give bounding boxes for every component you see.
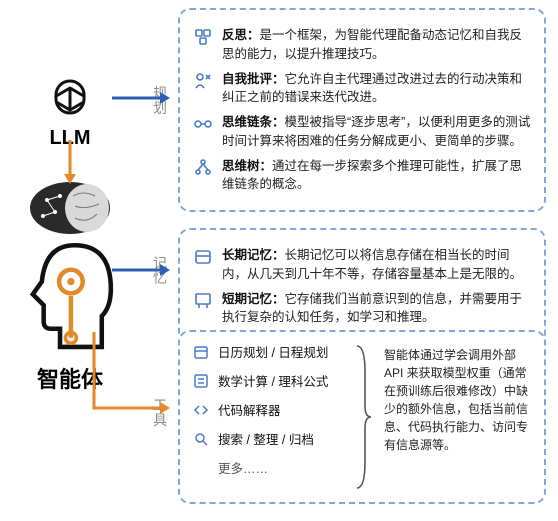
calendar-icon xyxy=(192,343,210,361)
planning-item-text: 反思：是一个框架，为智能代理配备动态记忆和自我反思的能力，以提升推理技巧。 xyxy=(222,26,532,64)
item-title: 思维链条： xyxy=(222,115,285,129)
planning-item: 思维链条：模型被指导“逐步思考”，以便利用更多的测试时间计算来将困难的任务分解成… xyxy=(192,113,532,151)
tool-item: 搜索 / 整理 / 归档 xyxy=(192,429,342,448)
tool-label: 日历规划 / 日程规划 xyxy=(218,342,328,361)
memory-item-text: 长期记忆：长期记忆可以将信息存储在相当长的时间内，从几天到几十年不等，存储容量基… xyxy=(222,246,532,284)
tool-label: 代码解释器 xyxy=(218,400,281,419)
category-label-memory: 记忆 xyxy=(152,256,168,287)
short-term-memory-icon xyxy=(192,290,214,312)
item-title: 自我批评： xyxy=(222,72,285,86)
panel-tools: 日历规划 / 日程规划 数学计算 / 理科公式 代码解释器 搜索 / 整理 / … xyxy=(178,330,546,504)
long-term-memory-icon xyxy=(192,246,214,268)
memory-item: 长期记忆：长期记忆可以将信息存储在相当长的时间内，从几天到几十年不等，存储容量基… xyxy=(192,246,532,284)
tools-list: 日历规划 / 日程规划 数学计算 / 理科公式 代码解释器 搜索 / 整理 / … xyxy=(192,342,342,492)
llm-block: LLM xyxy=(46,75,94,150)
code-icon xyxy=(192,401,210,419)
panel-memory: 长期记忆：长期记忆可以将信息存储在相当长的时间内，从几天到几十年不等，存储容量基… xyxy=(178,228,546,345)
brace-icon xyxy=(352,342,374,492)
planning-item-text: 自我批评：它允许自主代理通过改进过去的行动决策和纠正之前的错误来迭代改进。 xyxy=(222,70,532,108)
math-icon xyxy=(192,372,210,390)
agent-label: 智能体 xyxy=(37,362,103,394)
tool-item: 数学计算 / 理科公式 xyxy=(192,371,342,390)
memory-item-text: 短期记忆：它存储我们当前意识到的信息，并需要用于执行复杂的认知任务，如学习和推理… xyxy=(222,290,532,328)
chain-of-thought-icon xyxy=(192,113,214,135)
panel-planning: 反思：是一个框架，为智能代理配备动态记忆和自我反思的能力，以提升推理技巧。 自我… xyxy=(178,8,546,212)
tools-description: 智能体通过学会调用外部 API 来获取模型权重（通常在预训练后很难修改）中缺少的… xyxy=(384,342,532,492)
planning-item-text: 思维树：通过在每一步探索多个推理可能性，扩展了思维链条的概念。 xyxy=(222,157,532,195)
tool-label: 更多…… xyxy=(218,458,268,477)
brain-icon xyxy=(25,178,115,238)
category-label-planning: 规划 xyxy=(152,86,168,117)
item-title: 长期记忆： xyxy=(222,248,285,262)
tool-item: 日历规划 / 日程规划 xyxy=(192,342,342,361)
item-title: 反思： xyxy=(222,28,260,42)
planning-item: 反思：是一个框架，为智能代理配备动态记忆和自我反思的能力，以提升推理技巧。 xyxy=(192,26,532,64)
item-title: 短期记忆： xyxy=(222,292,285,306)
openai-logo-icon xyxy=(46,75,94,123)
planning-item: 自我批评：它允许自主代理通过改进过去的行动决策和纠正之前的错误来迭代改进。 xyxy=(192,70,532,108)
category-label-tools: 工具 xyxy=(152,398,168,429)
planning-item-text: 思维链条：模型被指导“逐步思考”，以便利用更多的测试时间计算来将困难的任务分解成… xyxy=(222,113,532,151)
tree-of-thought-icon xyxy=(192,157,214,179)
search-icon xyxy=(192,430,210,448)
tool-label: 搜索 / 整理 / 归档 xyxy=(218,429,314,448)
tool-label: 数学计算 / 理科公式 xyxy=(218,371,328,390)
left-column: LLM 智能体 xyxy=(10,75,130,394)
planning-item: 思维树：通过在每一步探索多个推理可能性，扩展了思维链条的概念。 xyxy=(192,157,532,195)
item-title: 思维树： xyxy=(222,159,272,173)
reflection-icon xyxy=(192,26,214,48)
self-critique-icon xyxy=(192,70,214,92)
llm-label: LLM xyxy=(46,127,94,150)
tool-item: 代码解释器 xyxy=(192,400,342,419)
agent-head-icon xyxy=(20,238,120,356)
memory-item: 短期记忆：它存储我们当前意识到的信息，并需要用于执行复杂的认知任务，如学习和推理… xyxy=(192,290,532,328)
tool-item-more: 更多…… xyxy=(192,458,342,477)
item-desc: 是一个框架，为智能代理配备动态记忆和自我反思的能力，以提升推理技巧。 xyxy=(222,28,522,61)
